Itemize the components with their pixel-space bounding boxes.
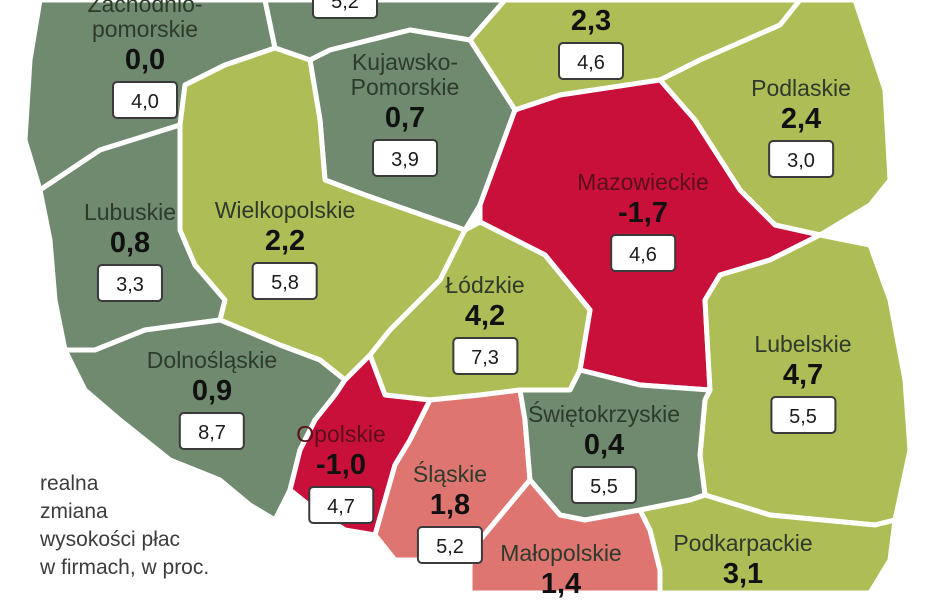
wage-change-value: 2,2	[264, 225, 306, 257]
wage-level-box: 3,9	[372, 139, 438, 177]
wage-level-box: 7,3	[452, 337, 518, 375]
legend-line: wysokości płac	[40, 528, 181, 551]
label-kujawsko-pomorskie: Kujawsko-Pomorskie 0,7 3,9	[345, 50, 465, 177]
label-wielkopolskie: Wielkopolskie 2,2 5,8	[214, 197, 356, 300]
label-pomorskie: 5,2	[312, 0, 378, 19]
region-name: Wielkopolskie	[214, 197, 356, 223]
legend-line: realna	[40, 472, 99, 495]
wage-change-value: -1,0	[316, 449, 366, 481]
wage-level-box: 4,6	[610, 234, 676, 272]
region-podkarpackie	[637, 492, 898, 593]
region-name: Dolnośląskie	[146, 347, 278, 373]
wage-change-value: 0,8	[109, 227, 151, 259]
wage-level-box: 5,5	[770, 396, 836, 434]
region-name: Małopolskie	[500, 540, 622, 566]
wage-change-value: 1,8	[429, 489, 471, 521]
label-mazowieckie: Mazowieckie -1,7 4,6	[577, 170, 709, 272]
region-name: Lubuskie	[83, 199, 177, 225]
label-swietokrzyskie: Świętokrzyskie 0,4 5,5	[528, 402, 680, 504]
label-lubuskie: Lubuskie 0,8 3,3	[84, 200, 176, 302]
legend-line: zmiana	[40, 500, 108, 523]
region-name: Lubelskie	[754, 331, 852, 357]
legend-line: w firmach, w proc.	[40, 556, 210, 579]
legend: realna zmiana wysokości płac w firmach, …	[40, 470, 270, 582]
wage-level-box: 4,0	[112, 81, 178, 119]
wage-level-box: 8,7	[179, 412, 245, 450]
wage-level-box: 4,7	[307, 486, 374, 524]
wage-change-value: 4,2	[464, 300, 506, 332]
label-podlaskie: Podlaskie 2,4 3,0	[751, 76, 851, 178]
wage-level-box: 5,2	[417, 526, 483, 564]
region-name: Mazowieckie	[577, 169, 709, 195]
wage-change-value: 2,4	[780, 103, 822, 135]
region-name: Podkarpackie	[673, 530, 813, 556]
label-lubelskie: Lubelskie 4,7 5,5	[754, 331, 852, 434]
wage-change-value: 2,3	[570, 5, 612, 37]
region-name: Kujawsko-Pomorskie	[350, 49, 460, 100]
region-name: Łódzkie	[445, 272, 525, 298]
wage-level-box: 5,8	[251, 262, 318, 300]
wage-level-box: 3,0	[767, 140, 834, 178]
label-slaskie: Śląskie 1,8 5,2	[413, 462, 487, 564]
label-zachodniopomorskie: Zachodnio-pomorskie 0,0 4,0	[70, 0, 220, 119]
region-name: Śląskie	[412, 461, 488, 487]
label-podkarpackie: Podkarpackie 3,1	[673, 530, 813, 591]
label-lodzkie: Łódzkie 4,2 7,3	[445, 272, 525, 375]
wage-change-value: 0,4	[583, 429, 625, 461]
wage-level-box: 5,2	[312, 0, 378, 19]
wage-change-value: 3,1	[722, 558, 764, 590]
wage-level-box: 3,3	[96, 264, 163, 302]
label-opolskie: Opolskie -1,0 4,7	[296, 421, 386, 524]
wage-change-value: 0,9	[191, 375, 233, 407]
wage-change-value: 1,4	[540, 568, 582, 600]
label-malopolskie: Małopolskie 1,4	[500, 541, 621, 600]
wage-change-value: -1,7	[618, 197, 668, 229]
wage-level-box: 4,6	[558, 42, 624, 80]
region-name: Świętokrzyskie	[527, 401, 681, 427]
region-name: Zachodnio-pomorskie	[87, 0, 203, 42]
wage-change-value: 0,7	[384, 102, 426, 134]
wage-change-value: 0,0	[124, 44, 166, 76]
label-dolnoslaskie: Dolnośląskie 0,9 8,7	[147, 348, 277, 450]
label-warminsko-mazurskie: 2,3 4,6	[558, 3, 624, 80]
region-name: Podlaskie	[751, 75, 851, 101]
wage-level-box: 5,5	[570, 466, 637, 504]
region-name: Opolskie	[296, 421, 386, 447]
wage-change-value: 4,7	[782, 359, 824, 391]
